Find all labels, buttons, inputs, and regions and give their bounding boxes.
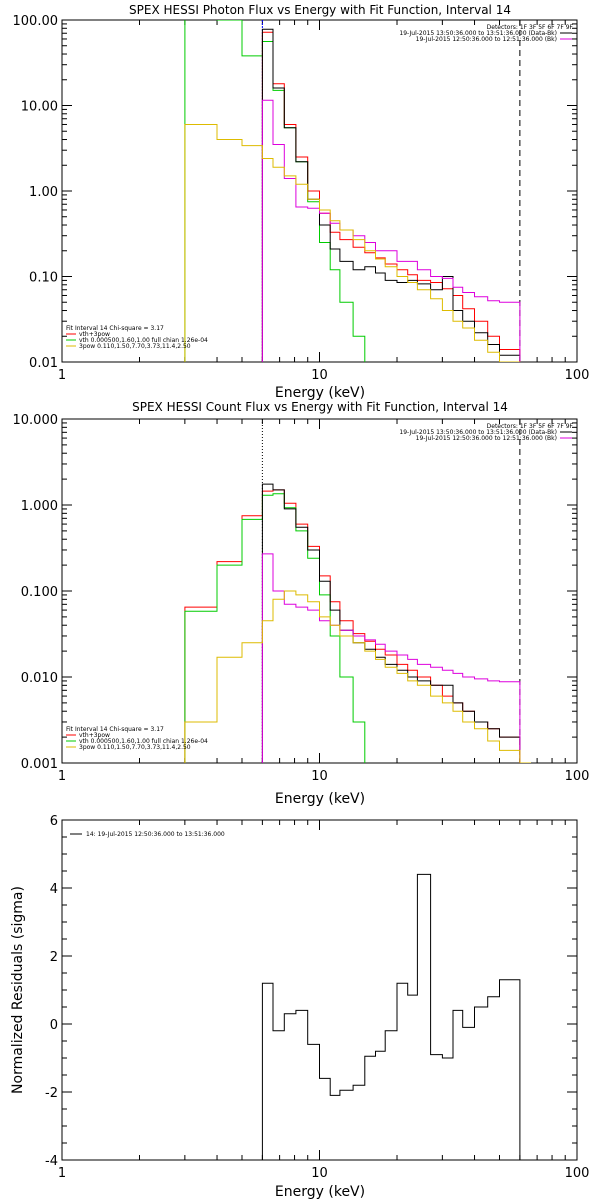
x-tick-label: 1	[58, 1166, 66, 1181]
legend-fit-header: Fit Interval 14 Chi-square = 3.17	[66, 726, 164, 733]
y-tick-label: 2	[50, 950, 58, 965]
residuals-x-axis-label: Energy (keV)	[275, 1184, 365, 1200]
histogram-series	[184, 590, 531, 763]
legend-entry-label: vth+3pow	[79, 331, 110, 338]
y-tick-label: 10.000	[13, 413, 59, 428]
legend-entry-label: vth+3pow	[79, 732, 110, 739]
histogram-series	[261, 873, 521, 1160]
x-tick-label: 100	[565, 368, 590, 383]
y-tick-label: 6	[50, 814, 58, 829]
histogram-series	[261, 553, 521, 763]
y-tick-label: 0.10	[29, 271, 58, 286]
x-tick-label: 1	[58, 769, 66, 784]
photon-flux-chart: SPEX HESSI Photon Flux vs Energy with Fi…	[13, 3, 590, 401]
y-tick-label: 100.00	[13, 14, 59, 29]
legend-entry-label: vth 0.000500,1.60,1.00 full chian 1.26e-…	[79, 738, 208, 745]
count-chart-title: SPEX HESSI Count Flux vs Energy with Fit…	[132, 400, 508, 414]
y-tick-label: 0.100	[21, 585, 58, 600]
y-tick-label: -2	[45, 1086, 58, 1101]
legend-entry-label: 3pow 0.110,1.50,7.70,3.73,11.4,2.50	[79, 744, 191, 751]
y-tick-label: 4	[50, 882, 58, 897]
y-tick-label: -4	[45, 1154, 58, 1169]
legend-entry-label: 19-Jul-2015 12:50:36.000 to 12:51:36.000…	[416, 435, 557, 442]
y-tick-label: 0.01	[29, 356, 58, 371]
histogram-series	[184, 124, 521, 362]
y-tick-label: 0.010	[21, 671, 58, 686]
x-tick-label: 1	[58, 368, 66, 383]
residuals-y-axis-label: Normalized Residuals (sigma)	[10, 886, 26, 1094]
photon-x-axis-label: Energy (keV)	[275, 385, 365, 401]
x-tick-label: 100	[565, 769, 590, 784]
histogram-series	[184, 493, 366, 763]
residuals-chart: Energy (keV) Normalized Residuals (sigma…	[10, 814, 589, 1200]
histogram-series	[261, 28, 521, 362]
legend-entry-label: 19-Jul-2015 12:50:36.000 to 12:51:36.000…	[416, 36, 557, 43]
histogram-series	[184, 20, 366, 362]
histogram-series	[261, 99, 521, 362]
legend-entry-label: 14: 19-Jul-2015 12:50:36.000 to 13:51:36…	[86, 831, 225, 838]
legend-detectors: Detectors: 1F 3F 5F 6F 7F 9F	[487, 24, 574, 31]
photon-chart-title: SPEX HESSI Photon Flux vs Energy with Fi…	[129, 3, 511, 17]
series-group	[184, 483, 531, 763]
legend-entry-label: 3pow 0.110,1.50,7.70,3.73,11.4,2.50	[79, 343, 191, 350]
x-tick-label: 10	[311, 1166, 328, 1181]
series-group	[184, 20, 521, 362]
x-tick-label: 10	[311, 368, 328, 383]
legend-entry-label: vth 0.000500,1.60,1.00 full chian 1.26e-…	[79, 337, 208, 344]
y-tick-label: 0.001	[21, 757, 58, 772]
y-tick-label: 1.000	[21, 499, 58, 514]
x-tick-label: 100	[565, 1166, 590, 1181]
legend-entry-label: 19-Jul-2015 13:50:36.000 to 13:51:36.000…	[399, 30, 557, 37]
count-x-axis-label: Energy (keV)	[275, 791, 365, 807]
legend-fit-header: Fit Interval 14 Chi-square = 3.17	[66, 325, 164, 332]
x-tick-label: 10	[311, 769, 328, 784]
y-tick-label: 0	[50, 1018, 58, 1033]
series-group	[261, 873, 521, 1160]
legend-detectors: Detectors: 1F 3F 5F 6F 7F 9F	[487, 423, 574, 430]
histogram-series	[261, 483, 521, 763]
y-tick-label: 10.00	[21, 100, 58, 115]
histogram-series	[184, 489, 521, 763]
y-tick-label: 1.00	[29, 185, 58, 200]
histogram-series	[261, 31, 521, 362]
count-flux-chart: SPEX HESSI Count Flux vs Energy with Fit…	[13, 400, 590, 807]
legend-entry-label: 19-Jul-2015 13:50:36.000 to 13:51:36.000…	[399, 429, 557, 436]
